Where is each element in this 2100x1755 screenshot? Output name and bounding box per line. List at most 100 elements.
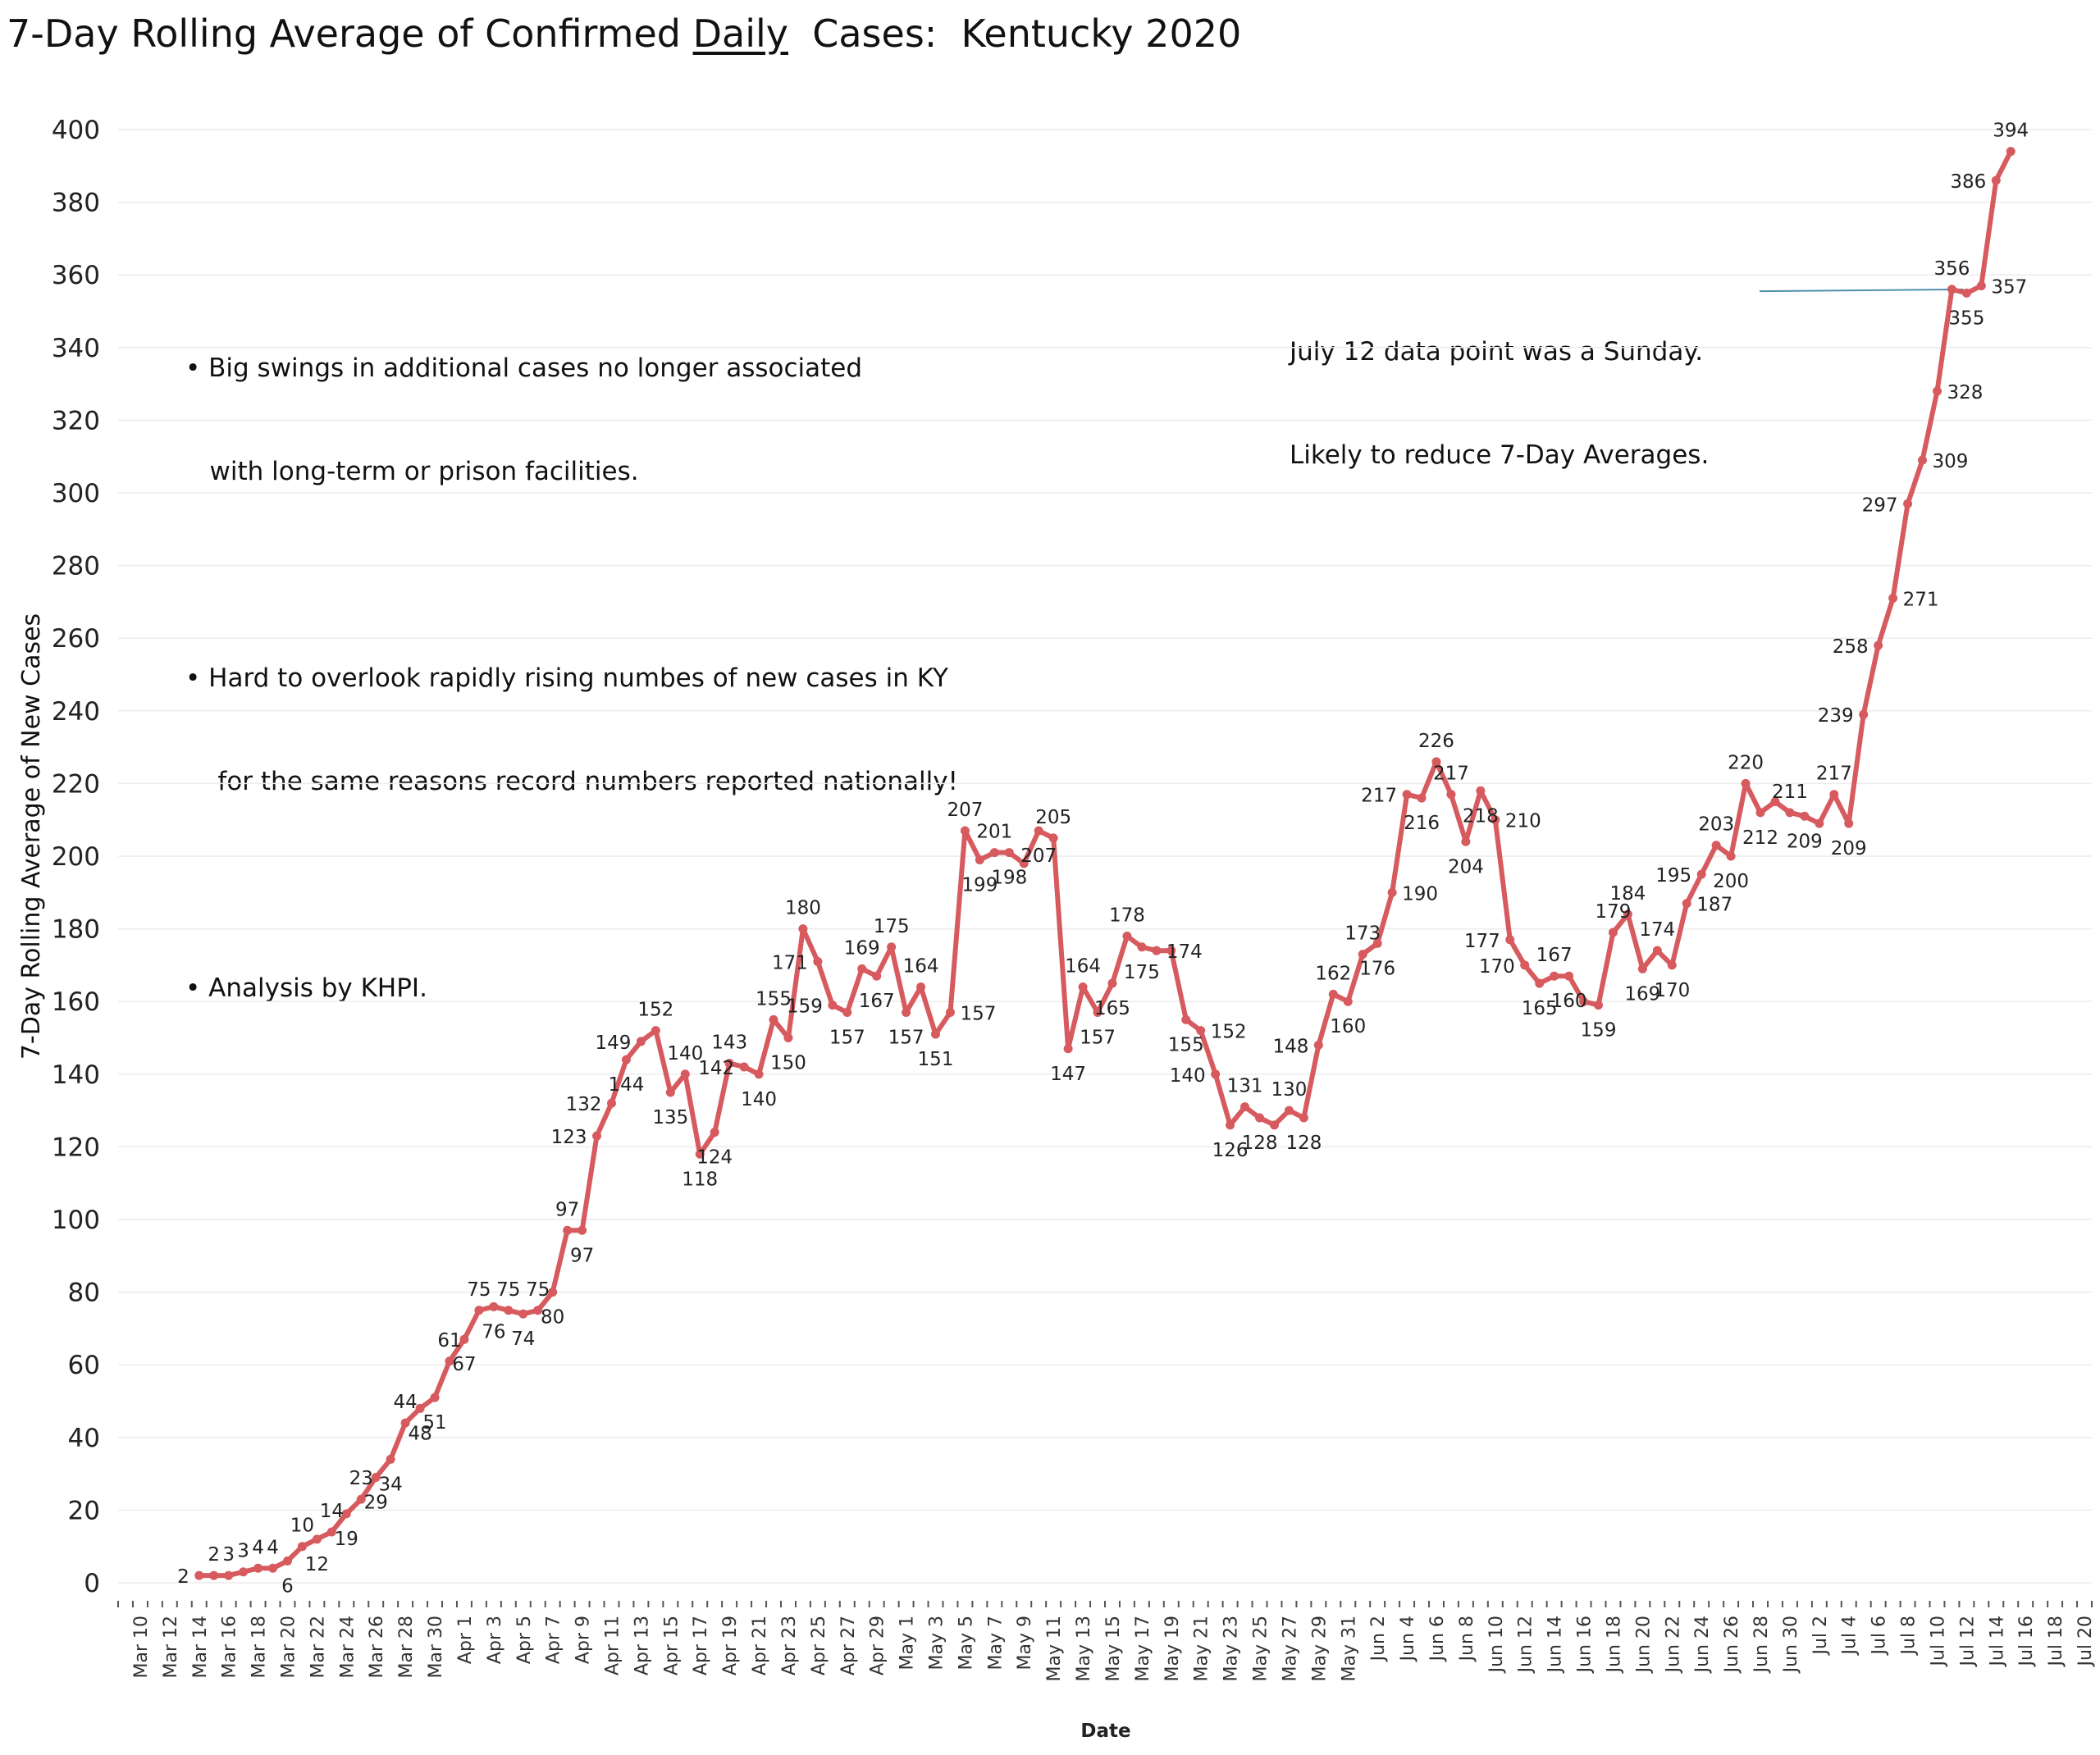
data-label: 157 [960, 1003, 996, 1024]
data-point [1093, 1007, 1102, 1017]
data-point [1844, 818, 1854, 828]
data-label: 218 [1463, 805, 1499, 827]
data-label: 135 [652, 1107, 688, 1128]
y-tick-label: 200 [52, 842, 100, 872]
data-label: 386 [1950, 171, 1986, 193]
data-point [1859, 709, 1869, 719]
x-tick-label: Apr 7 [544, 1616, 564, 1664]
x-tick-label: Jun 16 [1575, 1616, 1596, 1674]
data-point [1535, 978, 1545, 988]
data-point [1078, 982, 1088, 991]
data-label: 356 [1933, 258, 1970, 280]
data-label: 144 [609, 1074, 645, 1096]
data-point [1313, 1040, 1323, 1050]
y-tick-label: 340 [52, 334, 100, 363]
data-point [842, 1007, 852, 1017]
x-tick-label: Mar 28 [396, 1616, 417, 1679]
data-label: 220 [1728, 752, 1764, 773]
x-tick-label: Apr 9 [573, 1616, 594, 1664]
data-point [356, 1494, 366, 1504]
x-tick-label: Mar 24 [337, 1616, 358, 1679]
data-label: 61 [437, 1330, 461, 1352]
data-label: 173 [1344, 923, 1381, 945]
x-tick-label: May 31 [1339, 1616, 1359, 1681]
x-tick-label: Jun 28 [1751, 1616, 1772, 1674]
data-point [1947, 285, 1956, 294]
data-point [548, 1288, 558, 1297]
data-label: 187 [1696, 895, 1732, 916]
x-tick-label: Jun 10 [1486, 1616, 1507, 1674]
data-label: 51 [422, 1412, 446, 1434]
data-point [783, 1033, 793, 1042]
data-label: 157 [1080, 1027, 1116, 1048]
annotation-connector [1759, 288, 1964, 293]
x-tick-label: Apr 21 [750, 1616, 770, 1675]
data-label: 159 [1581, 1020, 1617, 1042]
x-tick-label: Apr 27 [838, 1616, 859, 1675]
data-point [312, 1534, 322, 1544]
x-tick-label: Mar 26 [367, 1616, 387, 1679]
data-point [1505, 935, 1515, 945]
x-tick-label: Apr 25 [809, 1616, 829, 1675]
data-point [209, 1570, 219, 1580]
data-point [1770, 797, 1780, 807]
x-tick-label: Jun 4 [1398, 1616, 1418, 1662]
note-line: • Big swings in additional cases no long… [185, 353, 863, 383]
x-tick-label: Mar 16 [220, 1616, 240, 1679]
x-tick-label: Mar 12 [161, 1616, 181, 1679]
y-tick-label: 380 [52, 189, 100, 218]
data-label: 159 [787, 996, 823, 1018]
data-label: 97 [570, 1245, 594, 1266]
data-label: 217 [1361, 786, 1397, 807]
x-tick-label: Mar 14 [190, 1616, 211, 1679]
data-point [415, 1403, 425, 1413]
data-label: 162 [1315, 963, 1351, 984]
data-point [386, 1454, 395, 1464]
y-tick-label: 120 [52, 1133, 100, 1162]
data-point [1550, 971, 1559, 981]
data-point [1255, 1113, 1265, 1123]
x-tick-label: Apr 11 [603, 1616, 623, 1675]
data-label: 226 [1418, 731, 1454, 752]
data-point [1211, 1069, 1221, 1079]
data-label: 171 [772, 952, 808, 973]
data-label: 130 [1271, 1079, 1307, 1101]
y-tick-label: 140 [52, 1060, 100, 1090]
data-point [680, 1069, 690, 1079]
x-tick-label: Jun 2 [1368, 1616, 1389, 1662]
note-line: • Hard to overlook rapidly rising numbes… [185, 663, 948, 693]
data-label: 198 [991, 868, 1027, 889]
x-tick-label: Jul 4 [1840, 1616, 1860, 1657]
data-point [1048, 833, 1058, 843]
data-label: 149 [596, 1032, 632, 1054]
data-point [665, 1087, 675, 1097]
data-label: 4 [267, 1537, 279, 1558]
data-point [1800, 811, 1810, 821]
data-point [1874, 640, 1883, 650]
data-label: 157 [888, 1027, 924, 1048]
y-tick-label: 400 [52, 116, 100, 145]
x-tick-label: Jul 20 [2075, 1616, 2096, 1668]
data-label: 44 [393, 1392, 417, 1413]
data-point [400, 1418, 410, 1428]
y-axis-title: 7-Day Rolling Average of New Cases [17, 613, 46, 1060]
x-tick-label: Jun 8 [1457, 1616, 1477, 1662]
data-label: 297 [1862, 495, 1898, 516]
data-point [1269, 1120, 1279, 1130]
x-tick-label: May 5 [956, 1616, 976, 1670]
x-tick-label: Jul 12 [1957, 1616, 1978, 1668]
data-label: 2 [208, 1544, 220, 1566]
x-tick-label: Mar 10 [131, 1616, 152, 1679]
x-tick-label: Jun 26 [1722, 1616, 1742, 1674]
data-point [724, 1059, 734, 1069]
data-label: 355 [1948, 308, 1984, 329]
x-tick-label: May 27 [1280, 1616, 1300, 1681]
data-point [1446, 790, 1456, 800]
data-point [1372, 938, 1382, 948]
data-label: 174 [1166, 941, 1203, 963]
data-point [1564, 971, 1574, 981]
data-point [1903, 499, 1913, 508]
data-label: 217 [1433, 764, 1469, 785]
data-label: 164 [903, 955, 939, 977]
data-label: 204 [1448, 856, 1484, 878]
